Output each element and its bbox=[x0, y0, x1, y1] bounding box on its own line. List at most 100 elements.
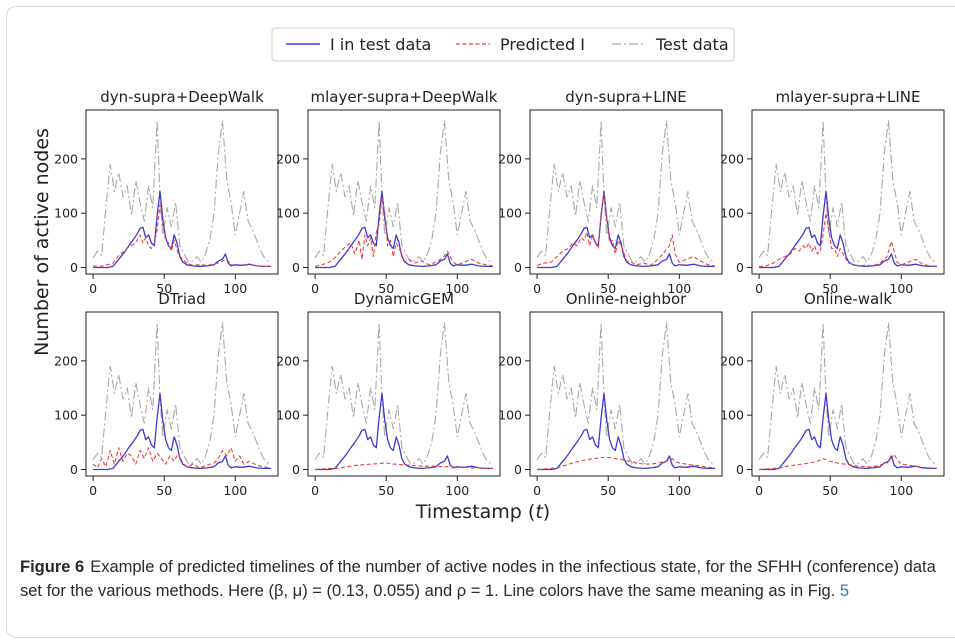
panel-frame bbox=[85, 109, 279, 275]
x-tick-label: 50 bbox=[822, 483, 838, 498]
y-tick-label: 100 bbox=[720, 206, 744, 221]
series-predicted bbox=[759, 212, 937, 267]
x-tick-label: 0 bbox=[89, 483, 97, 498]
y-tick-label: 100 bbox=[54, 408, 78, 423]
panel-3: dyn-supra+LINE 0 50 100 0 100 200 bbox=[498, 88, 723, 296]
x-tick-label: 0 bbox=[533, 281, 541, 296]
y-tick-label: 0 bbox=[514, 462, 522, 477]
figure-frame bbox=[6, 6, 955, 638]
y-tick-label: 0 bbox=[292, 260, 300, 275]
panel-title: Online-neighbor bbox=[566, 290, 687, 308]
x-tick-label: 100 bbox=[889, 483, 913, 498]
figure-caption: Figure 6 Example of predicted timelines o… bbox=[20, 555, 945, 603]
x-tick-label: 0 bbox=[755, 281, 763, 296]
panel-title: mlayer-supra+LINE bbox=[776, 88, 921, 106]
x-axis-label-close: ) bbox=[543, 501, 550, 523]
x-tick-label: 50 bbox=[378, 281, 394, 296]
x-tick-label: 100 bbox=[223, 281, 247, 296]
panel-6: DynamicGEM 0 50 100 0 100 200 bbox=[276, 290, 501, 498]
x-tick-label: 50 bbox=[600, 483, 616, 498]
x-tick-label: 100 bbox=[445, 281, 469, 296]
panel-frame bbox=[751, 311, 945, 477]
x-tick-label: 0 bbox=[311, 281, 319, 296]
y-tick-label: 200 bbox=[720, 151, 744, 166]
caption-text: Example of predicted timelines of the nu… bbox=[20, 558, 936, 600]
x-tick-label: 50 bbox=[156, 483, 172, 498]
x-tick-label: 100 bbox=[889, 281, 913, 296]
y-tick-label: 200 bbox=[276, 151, 300, 166]
series-predicted bbox=[314, 196, 493, 267]
y-tick-label: 0 bbox=[70, 462, 78, 477]
series-i-test bbox=[315, 392, 493, 471]
y-tick-label: 100 bbox=[54, 206, 78, 221]
y-tick-label: 100 bbox=[498, 206, 522, 221]
series-i-test bbox=[93, 392, 271, 471]
y-tick-label: 200 bbox=[498, 353, 522, 368]
x-tick-label: 50 bbox=[600, 281, 616, 296]
series-i-test bbox=[537, 190, 715, 269]
legend-label-predicted: Predicted I bbox=[500, 35, 585, 54]
panel-4: mlayer-supra+LINE 0 50 100 0 100 200 bbox=[720, 88, 945, 296]
series-test-data bbox=[758, 120, 936, 263]
figure-canvas: I in test data Predicted I Test data Num… bbox=[31, 27, 945, 523]
x-axis-label-var: t bbox=[535, 501, 544, 523]
y-tick-label: 200 bbox=[54, 353, 78, 368]
series-i-test bbox=[93, 190, 271, 269]
panel-8: Online-walk 0 50 100 0 100 200 bbox=[720, 290, 945, 498]
x-tick-label: 0 bbox=[755, 483, 763, 498]
panel-frame bbox=[85, 311, 279, 477]
y-tick-label: 0 bbox=[514, 260, 522, 275]
x-tick-label: 0 bbox=[533, 483, 541, 498]
caption-label: Figure 6 bbox=[20, 558, 85, 576]
panel-title: DynamicGEM bbox=[354, 290, 454, 308]
series-test-data bbox=[314, 322, 492, 465]
x-tick-label: 50 bbox=[378, 483, 394, 498]
x-tick-label: 100 bbox=[667, 281, 691, 296]
y-tick-label: 0 bbox=[70, 260, 78, 275]
panel-2: mlayer-supra+DeepWalk 0 50 100 0 100 200 bbox=[276, 88, 501, 296]
panel-title: dyn-supra+LINE bbox=[565, 88, 687, 106]
x-axis-label-main: Timestamp ( bbox=[415, 501, 536, 523]
y-tick-label: 200 bbox=[720, 353, 744, 368]
x-axis-label: Timestamp (t) bbox=[415, 501, 550, 523]
series-test-data bbox=[536, 322, 714, 465]
y-tick-label: 0 bbox=[736, 260, 744, 275]
y-tick-label: 100 bbox=[720, 408, 744, 423]
x-tick-label: 0 bbox=[89, 281, 97, 296]
panel-1: dyn-supra+DeepWalk 0 50 100 0 100 200 bbox=[54, 88, 279, 296]
y-tick-label: 200 bbox=[276, 353, 300, 368]
x-tick-label: 50 bbox=[822, 281, 838, 296]
legend-label-test-data: Test data bbox=[655, 35, 729, 54]
series-predicted bbox=[315, 462, 493, 471]
series-predicted bbox=[536, 193, 715, 267]
series-predicted bbox=[759, 453, 937, 471]
series-test-data bbox=[314, 120, 492, 263]
legend: I in test data Predicted I Test data bbox=[271, 27, 735, 62]
panel-5: DTriad 0 50 100 0 100 200 bbox=[54, 290, 279, 498]
panel-title: DTriad bbox=[158, 290, 206, 308]
panel-title: Online-walk bbox=[804, 290, 892, 308]
series-predicted bbox=[92, 447, 271, 469]
panel-frame bbox=[751, 109, 945, 275]
panel-frame bbox=[529, 109, 723, 275]
series-test-data bbox=[92, 322, 270, 465]
series-test-data bbox=[536, 120, 714, 263]
series-predicted bbox=[93, 204, 271, 267]
x-tick-label: 100 bbox=[445, 483, 469, 498]
x-tick-label: 0 bbox=[311, 483, 319, 498]
y-tick-label: 200 bbox=[498, 151, 522, 166]
y-tick-label: 0 bbox=[736, 462, 744, 477]
panel-title: mlayer-supra+DeepWalk bbox=[311, 88, 498, 106]
y-tick-label: 0 bbox=[292, 462, 300, 477]
series-i-test bbox=[537, 392, 715, 471]
x-tick-label: 100 bbox=[223, 483, 247, 498]
panel-7: Online-neighbor 0 50 100 0 100 200 bbox=[498, 290, 723, 498]
panel-frame bbox=[307, 109, 501, 275]
y-tick-label: 200 bbox=[54, 151, 78, 166]
legend-label-i-test: I in test data bbox=[330, 35, 431, 54]
caption-figure-link[interactable]: 5 bbox=[839, 582, 850, 600]
legend-box bbox=[271, 27, 735, 62]
y-tick-label: 100 bbox=[276, 206, 300, 221]
panel-frame bbox=[307, 311, 501, 477]
